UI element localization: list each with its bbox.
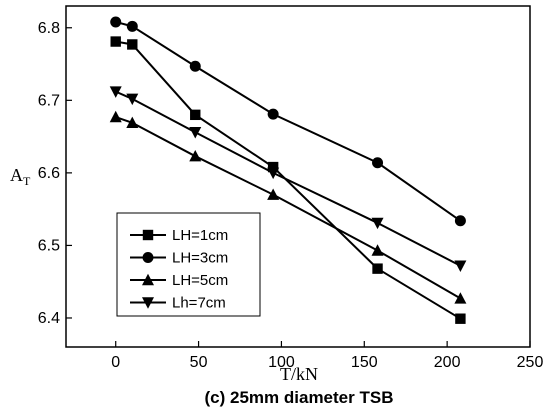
legend-label: LH=3cm — [172, 250, 228, 267]
series-4 — [109, 86, 467, 272]
series-line — [115, 20, 461, 222]
data-point — [127, 39, 138, 50]
data-point — [189, 60, 201, 72]
y-tick-label: 6.7 — [38, 92, 60, 109]
data-point — [190, 109, 201, 121]
data-point — [454, 260, 467, 272]
data-point — [109, 86, 122, 98]
y-tick-label: 6.5 — [38, 237, 60, 254]
data-point — [267, 188, 280, 200]
x-tick-label: 200 — [434, 354, 461, 371]
data-point — [126, 116, 139, 129]
x-tick-label: 0 — [111, 354, 120, 371]
x-tick-label: 100 — [268, 354, 295, 371]
legend-marker — [142, 252, 154, 263]
series-1 — [110, 36, 466, 324]
data-point — [189, 149, 202, 162]
data-point — [454, 292, 467, 304]
series-line — [115, 116, 461, 300]
data-point — [126, 20, 138, 32]
data-point — [371, 244, 384, 256]
x-tick-label: 250 — [517, 354, 544, 371]
series-2 — [110, 16, 466, 227]
legend-label: LH=5cm — [172, 272, 228, 289]
data-point — [267, 108, 279, 120]
legend-marker — [142, 297, 154, 309]
data-point — [110, 16, 122, 28]
y-axis-label-main: A — [10, 165, 23, 185]
legend-label: LH=1cm — [172, 227, 228, 244]
y-axis-label-sub: T — [23, 174, 31, 188]
plot-frame — [65, 5, 531, 348]
data-point — [110, 36, 121, 47]
data-point — [455, 313, 466, 324]
legend-marker — [142, 273, 154, 286]
data-point — [109, 110, 122, 123]
legend-item-1: LH=1cm — [130, 227, 228, 244]
data-point — [267, 161, 279, 173]
y-tick-label: 6.4 — [38, 310, 60, 327]
legend-marker — [142, 229, 154, 241]
y-axis-label: AT — [10, 165, 31, 188]
legend-box — [116, 212, 261, 317]
y-tick-label: 6.8 — [38, 20, 60, 37]
legend: LH=1cm LH=3cm LH=5cm Lh=7cm — [116, 212, 261, 317]
x-axis: 0 50 100 150 200 250 — [111, 341, 543, 371]
legend-item-2: LH=3cm — [130, 250, 228, 267]
data-point — [126, 93, 139, 106]
x-tick-label: 150 — [351, 354, 378, 371]
data-point — [371, 217, 384, 230]
y-axis: 6.4 6.5 6.6 6.7 6.8 — [38, 20, 72, 327]
legend-item-3: LH=5cm — [130, 272, 228, 289]
data-point — [372, 157, 384, 169]
series-3 — [109, 110, 467, 304]
x-axis-label: T/kN — [280, 364, 318, 384]
series-layer — [109, 16, 467, 324]
data-point — [372, 263, 383, 274]
legend-item-4: Lh=7cm — [130, 295, 226, 312]
x-tick-label: 50 — [190, 354, 208, 371]
chart-caption: (c) 25mm diameter TSB — [205, 388, 394, 407]
data-point — [189, 127, 202, 139]
data-point — [267, 167, 280, 180]
y-tick-label: 6.6 — [38, 165, 60, 182]
legend-label: Lh=7cm — [172, 295, 226, 312]
data-point — [454, 215, 466, 227]
